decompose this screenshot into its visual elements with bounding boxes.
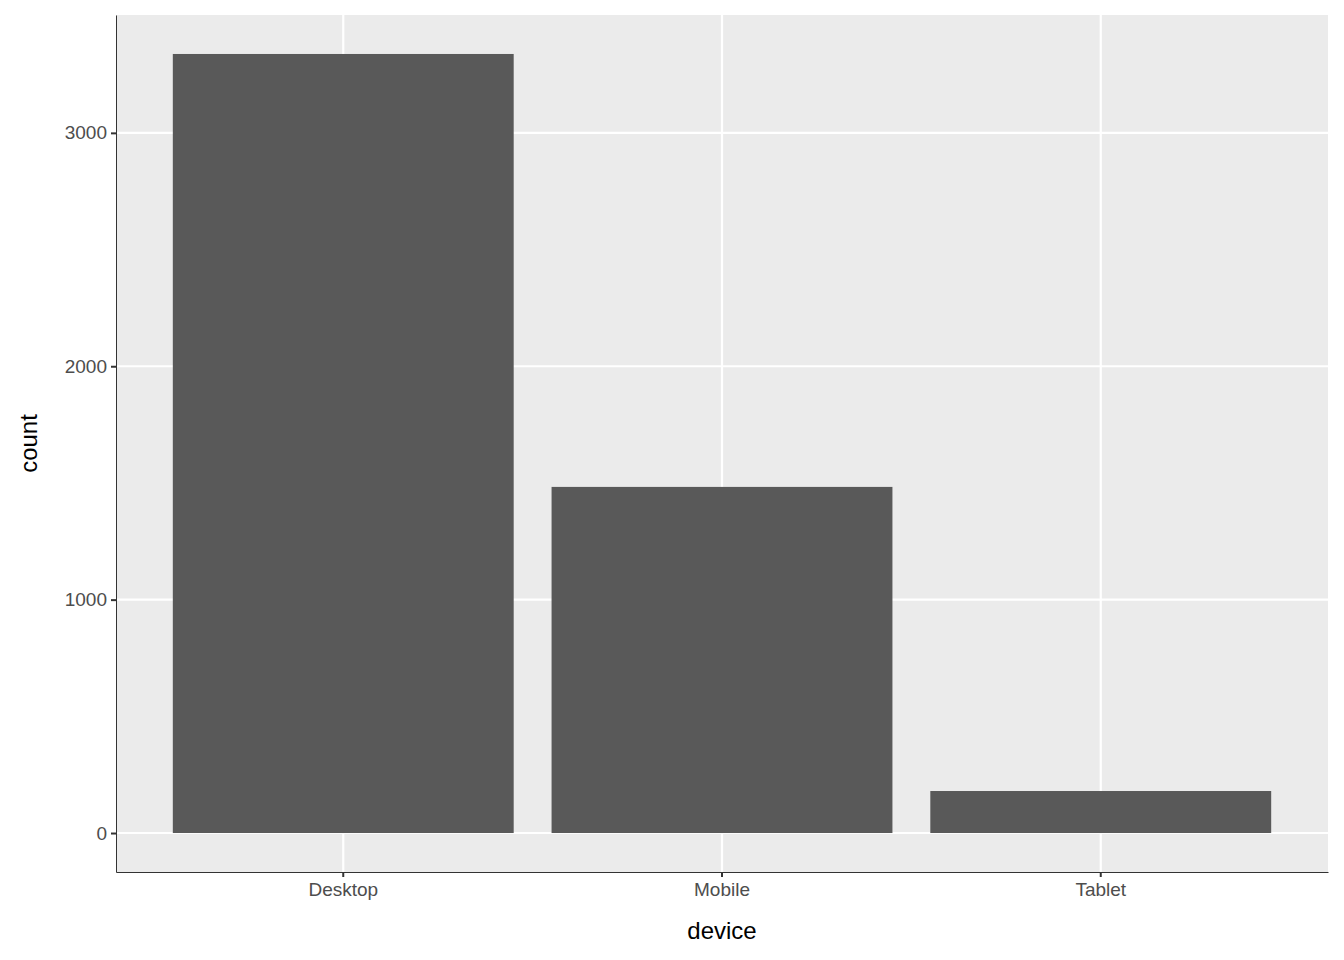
x-tick-mark [1100, 872, 1102, 877]
y-tick: 3000 [65, 122, 116, 143]
plot-background [116, 15, 1328, 872]
y-tick-label: 0 [96, 823, 107, 844]
y-tick: 1000 [65, 589, 116, 610]
y-tick-mark [111, 599, 116, 601]
bar [173, 54, 514, 833]
x-axis: Desktop Mobile Tablet [117, 872, 1329, 900]
y-tick-mark [111, 366, 116, 368]
y-tick-mark [111, 132, 116, 134]
x-tick: Tablet [1075, 872, 1126, 900]
y-tick: 0 [96, 823, 116, 844]
x-tick: Mobile [694, 872, 750, 900]
y-axis-line [116, 16, 117, 873]
y-axis: 0 1000 2000 3000 [65, 16, 117, 873]
x-tick-mark [721, 872, 723, 877]
bar [552, 487, 893, 833]
chart: 0 1000 2000 3000 Desktop Mobile Tablet device co… [0, 0, 1344, 960]
x-tick-label: Mobile [694, 879, 750, 900]
y-tick-mark [111, 833, 116, 835]
x-tick-mark [342, 872, 344, 877]
x-tick-label: Desktop [308, 879, 378, 900]
grid-line-x [1100, 15, 1102, 872]
y-tick-label: 1000 [65, 589, 107, 610]
y-tick: 2000 [65, 356, 116, 377]
x-axis-title: device [687, 917, 756, 944]
bars [173, 54, 1271, 833]
y-tick-label: 3000 [65, 122, 107, 143]
x-tick-label: Tablet [1075, 879, 1126, 900]
y-tick-label: 2000 [65, 356, 107, 377]
bar [930, 791, 1271, 833]
x-tick: Desktop [308, 872, 378, 900]
grid [116, 15, 1328, 872]
y-axis-title: count [15, 414, 42, 473]
